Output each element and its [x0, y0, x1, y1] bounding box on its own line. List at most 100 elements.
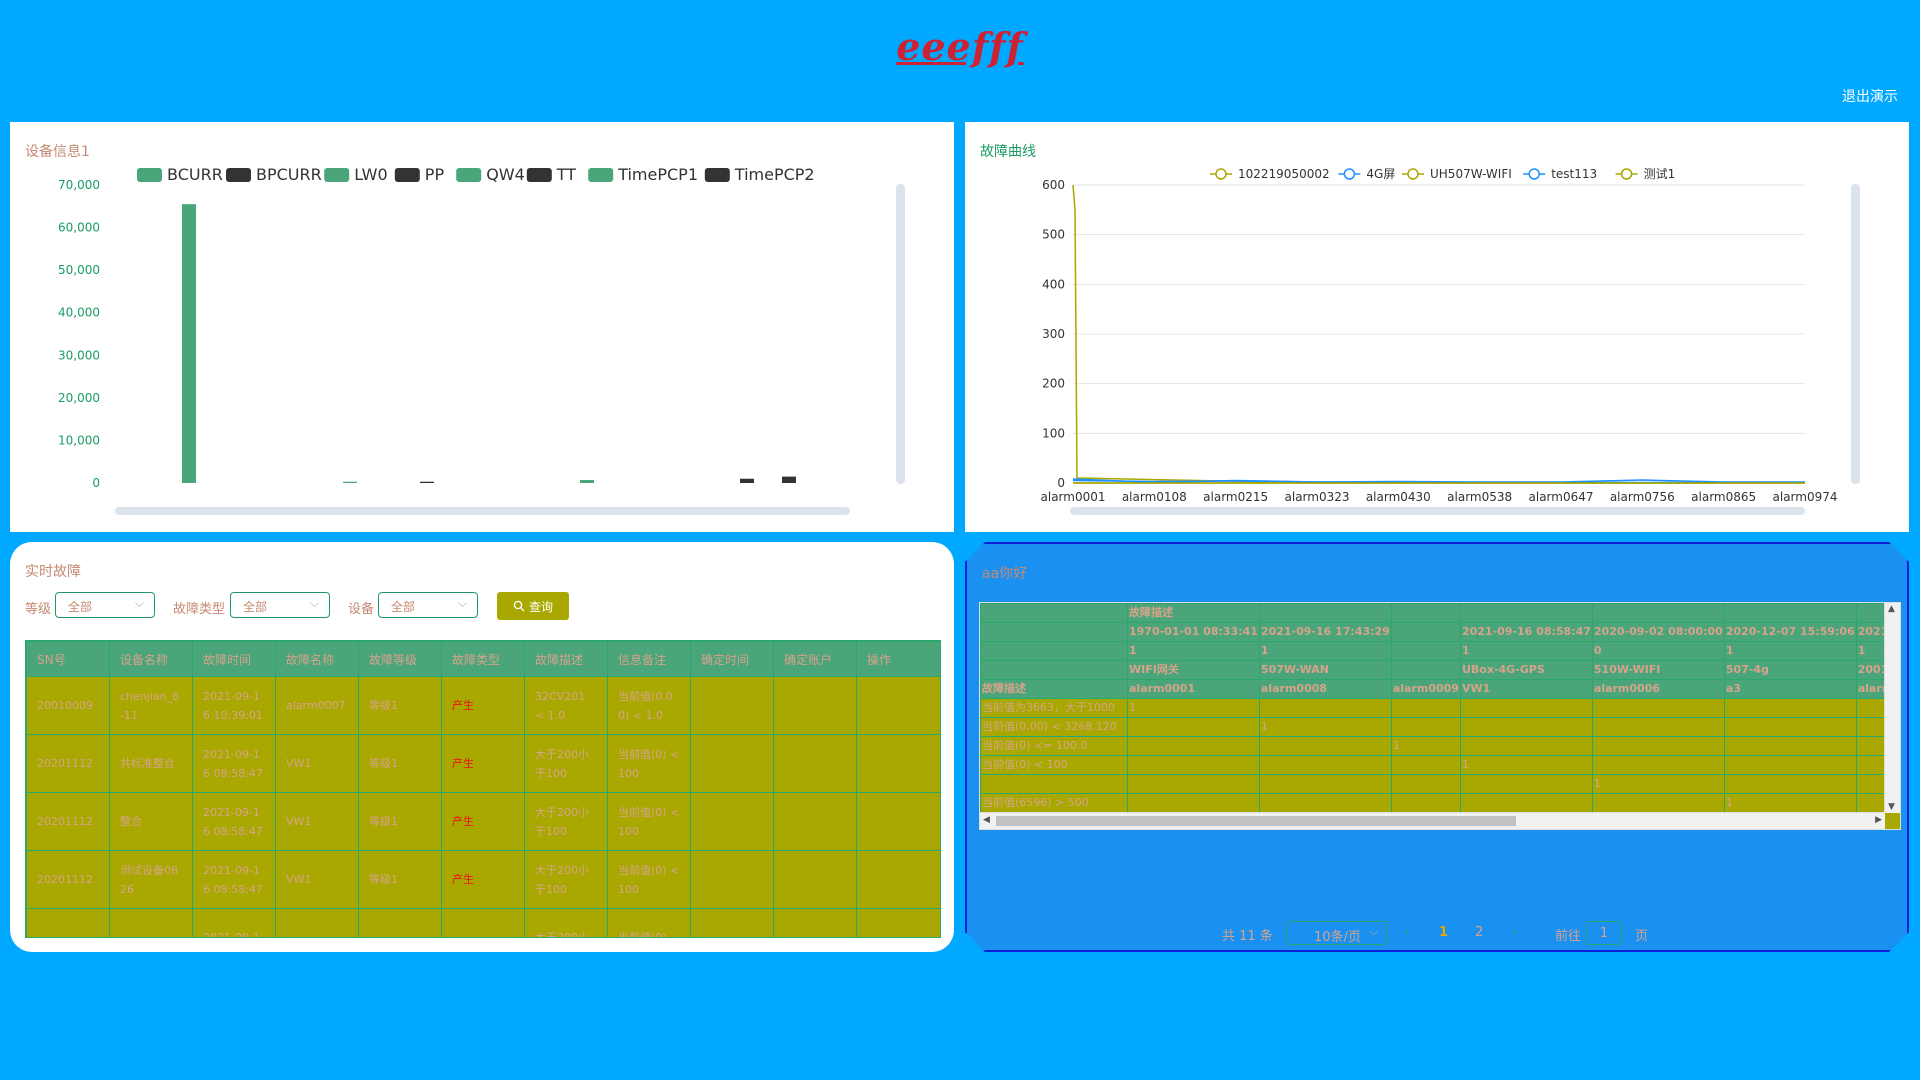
pivot-cell	[1391, 775, 1460, 794]
column-header[interactable]: 设备名称	[109, 641, 193, 677]
column-header[interactable]: SN号	[26, 641, 110, 677]
pivot-header-row: 故障描述	[981, 604, 1902, 623]
y-tick-label: 500	[1042, 228, 1065, 242]
pivot-cell	[1259, 756, 1391, 775]
page-size-select[interactable]: 10条/页 ⌵	[1287, 921, 1387, 945]
level-label: 等级	[25, 602, 52, 617]
y-tick-label: 200	[1042, 377, 1065, 391]
table-cell	[773, 676, 857, 735]
next-page-icon[interactable]: ›	[1512, 925, 1518, 940]
column-header[interactable]: 确定时间	[690, 641, 774, 677]
pivot-header-cell: 507-4g	[1724, 661, 1856, 680]
legend-label: TimePCP2	[734, 165, 815, 184]
column-header[interactable]: 故障名称	[275, 641, 359, 677]
pivot-header-cell: alarm0008	[1259, 680, 1391, 699]
fault-table-header: SN号 设备名称 故障时间 故障名称 故障等级 故障类型 故障描述 信息备注 确定时间 确定账户操…	[26, 641, 940, 677]
column-header[interactable]: 故障时间	[192, 641, 276, 677]
legend-label: BPCURR	[256, 165, 322, 184]
table-row[interactable]: 2021-09-1 大于200小 当前值(0)	[26, 908, 940, 937]
column-header[interactable]: 故障类型	[441, 641, 525, 677]
horizontal-scrollbar[interactable]: ◀ ▶	[980, 812, 1885, 829]
search-icon	[513, 600, 525, 612]
scroll-down-icon[interactable]: ▼	[1888, 802, 1895, 812]
pivot-row: 当前值(0.00) < 3268.120 1	[981, 718, 1902, 737]
table-cell: 共标准整合	[109, 734, 193, 793]
table-row[interactable]: 20201112 共标准整合 2021-09-16 08:58:47 VW1 等级1 产生…	[26, 734, 940, 793]
table-cell: 2021-09-16 08:58:47	[192, 734, 276, 793]
pivot-cell	[1391, 756, 1460, 775]
column-header[interactable]: 故障等级	[358, 641, 442, 677]
y-tick-label: 0	[92, 476, 100, 490]
exit-demo-link[interactable]: 退出演示	[1842, 89, 1898, 105]
goto-page-input[interactable]: 1	[1587, 921, 1621, 945]
table-cell: VW1	[275, 734, 359, 793]
pivot-row-header	[981, 775, 1128, 794]
legend-swatch	[704, 168, 730, 182]
fault-type-select[interactable]: 全部 ⌵	[230, 592, 330, 618]
pivot-header-row: 1970-01-01 08:33:41 2021-09-16 17:43:29 20…	[981, 623, 1902, 642]
pivot-cell	[1724, 756, 1856, 775]
horizontal-zoom-slider	[1070, 507, 1805, 515]
scroll-right-icon[interactable]: ▶	[1875, 815, 1882, 825]
column-header[interactable]: 操作	[856, 641, 940, 677]
device-select[interactable]: 全部 ⌵	[378, 592, 478, 618]
pivot-header-cell: 510W-WIFI	[1592, 661, 1724, 680]
scroll-left-icon[interactable]: ◀	[983, 815, 990, 825]
pivot-header-cell	[1724, 604, 1856, 623]
query-button-label: 查询	[528, 599, 553, 614]
legend-marker	[1620, 168, 1633, 180]
y-tick-label: 50,000	[58, 263, 100, 277]
x-tick-label: alarm0647	[1529, 490, 1594, 504]
vertical-zoom-slider	[896, 184, 905, 484]
table-row[interactable]: 20201112 整合 2021-09-16 08:58:47 VW1 等级1 产生 大于2…	[26, 792, 940, 851]
legend-label: test113	[1551, 167, 1597, 181]
pivot-header-cell	[981, 623, 1128, 642]
pivot-cell	[1724, 699, 1856, 718]
table-cell	[690, 850, 774, 909]
scroll-up-icon[interactable]: ▲	[1888, 604, 1895, 614]
pivot-header-cell: 1970-01-01 08:33:41	[1128, 623, 1260, 642]
x-tick-label: alarm0865	[1691, 490, 1756, 504]
legend-swatch	[324, 168, 350, 182]
pivot-cell	[1128, 775, 1260, 794]
chevron-down-icon: ⌵	[1369, 925, 1378, 938]
column-header[interactable]: 故障描述	[524, 641, 608, 677]
page-1[interactable]: 1	[1439, 925, 1449, 940]
pivot-cell	[1724, 737, 1856, 756]
table-cell: VW1	[275, 850, 359, 909]
query-button[interactable]: 查询	[497, 592, 569, 620]
scrollbar-thumb[interactable]	[996, 816, 1516, 826]
table-cell	[690, 734, 774, 793]
pivot-cell	[1460, 794, 1592, 813]
y-tick-label: 40,000	[58, 306, 100, 320]
table-cell	[690, 676, 774, 735]
column-header[interactable]: 确定账户	[773, 641, 857, 677]
x-tick-label: alarm0323	[1285, 490, 1350, 504]
table-cell: 大于200小于100	[524, 792, 608, 851]
y-tick-label: 70,000	[58, 178, 100, 192]
legend-swatch	[456, 168, 482, 182]
level-select[interactable]: 全部 ⌵	[55, 592, 155, 618]
column-header[interactable]: 信息备注	[607, 641, 691, 677]
pivot-header-cell	[1391, 661, 1460, 680]
table-cell: 当前值(0)	[607, 908, 691, 937]
x-tick-label: alarm0974	[1773, 490, 1838, 504]
page-2[interactable]: 2	[1475, 925, 1484, 940]
table-row[interactable]: 20010009 chenjian_6-11 2021-09-16 10:39:01…	[26, 676, 940, 735]
legend-marker	[1407, 168, 1419, 180]
prev-page-icon[interactable]: ‹	[1404, 925, 1410, 940]
legend-label: TT	[556, 165, 576, 184]
pivot-cell: 1	[1724, 794, 1856, 813]
pivot-cell: 1	[1460, 756, 1592, 775]
realtime-fault-panel: 实时故障 等级 全部 ⌵ 故障类型 全部 ⌵ 设备 全部 ⌵ 查询 SN号 设备名…	[10, 542, 954, 952]
pivot-header-cell: 故障描述	[981, 680, 1128, 699]
legend-label: PP	[425, 165, 445, 184]
pivot-row-header: 当前值(0.00) < 3268.120	[981, 718, 1128, 737]
table-cell: 2021-09-16 08:58:47	[192, 792, 276, 851]
pivot-row: 当前值(0) <= 100.0 1	[981, 737, 1902, 756]
table-row[interactable]: 20201112 测试设备0826 2021-09-16 08:58:47 VW1 等级…	[26, 850, 940, 909]
table-cell: 等级1	[358, 850, 442, 909]
vertical-scrollbar[interactable]: ▲ ▼	[1884, 603, 1900, 813]
y-tick-label: 30,000	[58, 348, 100, 362]
pivot-header-cell: 1	[1460, 642, 1592, 661]
